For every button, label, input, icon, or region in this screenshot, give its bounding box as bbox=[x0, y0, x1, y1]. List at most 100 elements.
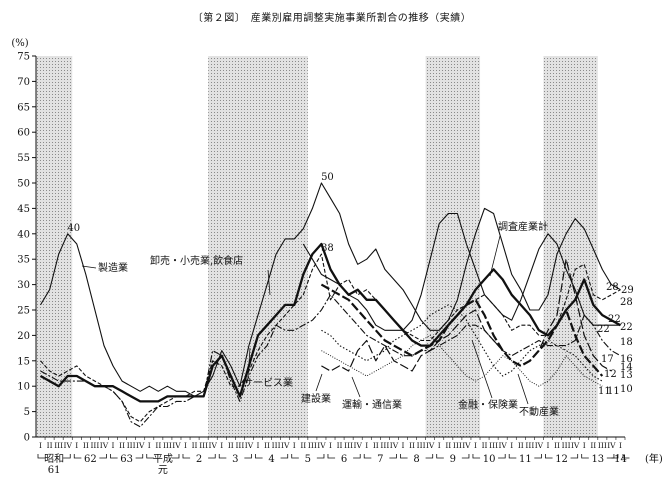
annotation-pointer bbox=[315, 373, 323, 392]
year-bracket bbox=[110, 454, 144, 459]
y-tick-label: 5 bbox=[24, 407, 30, 418]
quarter-label: II bbox=[300, 441, 306, 450]
end-value-label: 18 bbox=[620, 337, 633, 348]
series-line-7 bbox=[320, 283, 604, 377]
quarter-label: I bbox=[510, 441, 513, 450]
annotation-label: サービス業 bbox=[243, 376, 293, 389]
year-bracket bbox=[611, 454, 630, 459]
peak-label: 50 bbox=[321, 172, 334, 183]
end-value-label: 10 bbox=[620, 384, 633, 395]
quarter-label: II bbox=[83, 441, 89, 450]
year-bracket bbox=[255, 454, 289, 459]
quarter-label: II bbox=[192, 441, 198, 450]
end-value-label: 17 bbox=[601, 354, 614, 365]
year-label: 昭和 bbox=[44, 453, 64, 465]
year-bracket bbox=[508, 454, 542, 459]
y-tick-label: 0 bbox=[24, 433, 30, 444]
quarter-label: I bbox=[39, 441, 42, 450]
series-line-9 bbox=[321, 334, 603, 387]
y-tick-label: 45 bbox=[17, 204, 30, 215]
year-bracket bbox=[73, 454, 107, 459]
year-label: 6 bbox=[341, 454, 347, 465]
quarter-label: II bbox=[554, 441, 560, 450]
series-lines bbox=[39, 182, 622, 428]
quarter-label: I bbox=[184, 441, 187, 450]
y-tick-label: 10 bbox=[17, 382, 30, 393]
year-label: 4 bbox=[268, 454, 274, 465]
annotation-pointer bbox=[351, 376, 361, 398]
annotation-label: 卸売・小売業,飲食店 bbox=[150, 254, 243, 267]
y-tick-label: 35 bbox=[17, 255, 30, 266]
quarter-label: IV bbox=[100, 441, 109, 450]
quarter-label: III bbox=[525, 441, 534, 450]
end-value-label: 11 bbox=[607, 386, 620, 397]
series-line-1 bbox=[302, 212, 621, 331]
quarter-label: III bbox=[380, 441, 389, 450]
quarter-label: I bbox=[257, 441, 260, 450]
quarter-label: III bbox=[453, 441, 462, 450]
quarter-label: III bbox=[127, 441, 136, 450]
annotation-label: 調査産業計 bbox=[498, 220, 548, 233]
quarter-label: IV bbox=[571, 441, 580, 450]
year-bracket bbox=[472, 454, 506, 459]
year-label: 13 bbox=[591, 454, 604, 465]
annotation-pointer bbox=[471, 339, 493, 399]
end-value-label: 22 bbox=[620, 322, 633, 333]
quarter-label: II bbox=[409, 441, 415, 450]
year-bracket bbox=[400, 454, 434, 459]
end-value-label: 28 bbox=[606, 282, 619, 293]
annotation-pointer bbox=[247, 347, 251, 379]
y-tick-label: 25 bbox=[17, 306, 30, 317]
end-value-label: 22 bbox=[608, 314, 621, 325]
annotation-label: 運輸・通信業 bbox=[342, 398, 402, 411]
annotation-label: 建設業 bbox=[301, 392, 331, 405]
year-label: 63 bbox=[120, 454, 133, 465]
quarter-label: IV bbox=[245, 441, 254, 450]
year-bracket bbox=[291, 454, 325, 459]
peak-label: 40 bbox=[67, 223, 80, 234]
annotation-label: 製造業 bbox=[98, 261, 128, 274]
end-value-label: 12 bbox=[604, 369, 617, 380]
quarter-label: IV bbox=[607, 441, 616, 450]
series-line-3 bbox=[39, 242, 622, 403]
quarter-label: II bbox=[518, 441, 524, 450]
quarter-label: III bbox=[489, 441, 498, 450]
y-tick-label: 50 bbox=[17, 179, 30, 190]
quarter-label: III bbox=[54, 441, 63, 450]
chart-title: 〔第２図〕 産業別雇用調整実施事業所割合の推移（実績） bbox=[192, 13, 472, 24]
year-bracket bbox=[545, 454, 579, 459]
year-label: 8 bbox=[413, 454, 419, 465]
annotation-pointer bbox=[517, 373, 529, 405]
end-value-label: 22 bbox=[597, 324, 610, 335]
year-label: 5 bbox=[305, 454, 311, 465]
quarter-label: IV bbox=[535, 441, 544, 450]
year-suffix: (年) bbox=[645, 452, 663, 465]
annotation-label: 不動産業 bbox=[519, 405, 559, 418]
quarter-label: II bbox=[590, 441, 596, 450]
series-line-5 bbox=[40, 294, 621, 428]
quarter-label: III bbox=[417, 441, 426, 450]
y-tick-label: 30 bbox=[17, 280, 30, 291]
quarter-label: I bbox=[329, 441, 332, 450]
quarter-label: III bbox=[235, 441, 244, 450]
end-value-label: 29 bbox=[621, 285, 634, 296]
quarter-label: IV bbox=[462, 441, 471, 450]
y-tick-label: 60 bbox=[17, 128, 30, 139]
quarter-label: III bbox=[90, 441, 99, 450]
series-line-8 bbox=[321, 304, 603, 382]
series-line-4 bbox=[40, 253, 621, 423]
end-value-label: 11 bbox=[598, 386, 611, 397]
annotation-pointer bbox=[81, 265, 97, 269]
quarter-label: I bbox=[148, 441, 151, 450]
year-label: 14 bbox=[614, 454, 627, 465]
end-value-label: 13 bbox=[620, 370, 633, 381]
recession-band bbox=[425, 56, 481, 437]
annotation-pointer bbox=[489, 235, 501, 277]
quarter-label: II bbox=[373, 441, 379, 450]
quarter-label: IV bbox=[136, 441, 145, 450]
y-tick-label: 20 bbox=[17, 331, 30, 342]
year-label: 9 bbox=[450, 454, 456, 465]
